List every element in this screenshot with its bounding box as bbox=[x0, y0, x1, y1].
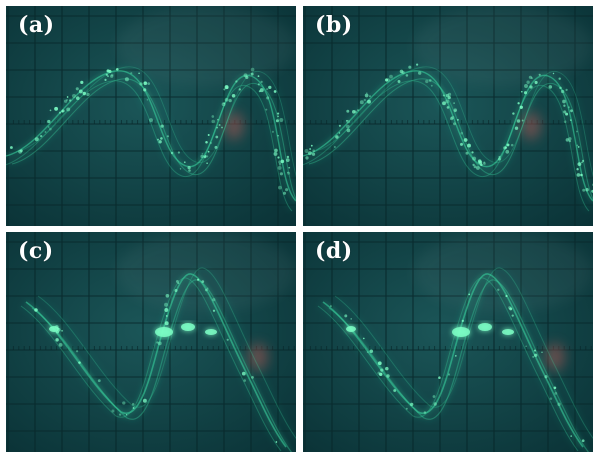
panel-label-c: (c) bbox=[18, 238, 54, 264]
scope-screen-b bbox=[303, 6, 593, 226]
screen-glare bbox=[521, 112, 541, 140]
trace-speckles bbox=[329, 288, 585, 443]
waveform-trace bbox=[303, 66, 593, 212]
scope-screen-c bbox=[6, 232, 296, 452]
trace-speckles bbox=[304, 63, 593, 193]
scope-screen-d bbox=[303, 232, 593, 452]
oscilloscope-panel-a: (a) bbox=[6, 6, 296, 226]
oscilloscope-panel-c: (c) bbox=[6, 232, 296, 452]
panel-label-b: (b) bbox=[315, 12, 353, 38]
waveform-trace bbox=[317, 267, 593, 452]
oscilloscope-panel-d: (d) bbox=[303, 232, 593, 452]
scope-screen-a bbox=[6, 6, 296, 226]
screen-glare bbox=[248, 343, 268, 371]
panel-label-d: (d) bbox=[315, 238, 353, 264]
panel-label-a: (a) bbox=[18, 12, 55, 38]
oscilloscope-panel-b: (b) bbox=[303, 6, 593, 226]
screen-glare bbox=[545, 343, 565, 371]
trace-bright-spots bbox=[346, 323, 514, 337]
screen-glare bbox=[224, 112, 244, 140]
trace-bright-spots bbox=[49, 323, 217, 337]
trace-speckles bbox=[9, 67, 291, 195]
